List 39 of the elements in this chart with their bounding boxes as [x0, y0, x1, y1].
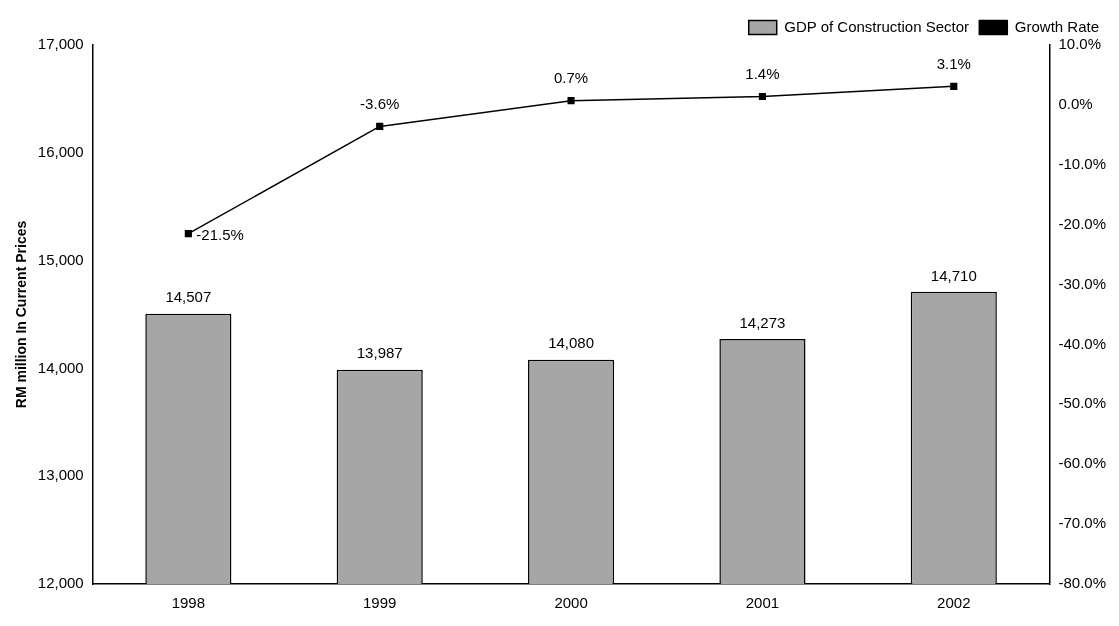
y2-tick-label: -30.0% — [1058, 274, 1106, 292]
point — [184, 230, 192, 238]
y2-tick-label: -50.0% — [1058, 394, 1106, 412]
point — [950, 82, 958, 90]
y2-tick-label: -70.0% — [1058, 514, 1106, 532]
y-tick-label: 16,000 — [37, 142, 84, 160]
y-tick-label: 14,000 — [37, 358, 84, 376]
y2-tick-label: 10.0% — [1058, 35, 1102, 53]
data-label: 1.4% — [745, 65, 780, 83]
point — [376, 122, 384, 131]
y2-tick-label: -80.0% — [1058, 574, 1106, 592]
data-label: -3.6% — [360, 95, 400, 113]
data-label: 14,080 — [548, 334, 595, 352]
y-tick-label: 17,000 — [37, 35, 84, 53]
legend-label: Growth Rate — [1014, 17, 1099, 35]
legend-label: GDP of Construction Sector — [784, 17, 970, 35]
point — [758, 92, 767, 101]
data-label: 0.7% — [553, 69, 589, 87]
y2-tick-label: -20.0% — [1058, 214, 1106, 232]
data-label: 14,710 — [930, 266, 977, 284]
point — [567, 97, 575, 105]
y-tick-label: 15,000 — [37, 250, 84, 268]
y2-tick-label: -40.0% — [1058, 334, 1106, 352]
x-tick-label: 2001 — [745, 594, 780, 612]
y-tick-label: 12,000 — [37, 574, 84, 592]
y-tick-label: 13,000 — [37, 466, 84, 484]
data-label: -21.5% — [196, 225, 244, 243]
y-axis-title: RM million In Current Prices — [13, 220, 30, 409]
data-label: 3.1% — [936, 54, 971, 72]
y2-tick-label: 0.0% — [1058, 95, 1093, 113]
x-tick-label: 2000 — [554, 594, 588, 612]
data-label: 14,273 — [739, 313, 786, 331]
data-label: 14,507 — [165, 288, 212, 306]
y2-tick-label: -10.0% — [1058, 154, 1106, 172]
x-tick-label: 1999 — [363, 594, 397, 612]
x-tick-label: 2002 — [937, 594, 971, 612]
y2-tick-label: -60.0% — [1058, 454, 1106, 472]
data-label: 13,987 — [356, 344, 403, 362]
x-tick-label: 1998 — [171, 594, 206, 612]
